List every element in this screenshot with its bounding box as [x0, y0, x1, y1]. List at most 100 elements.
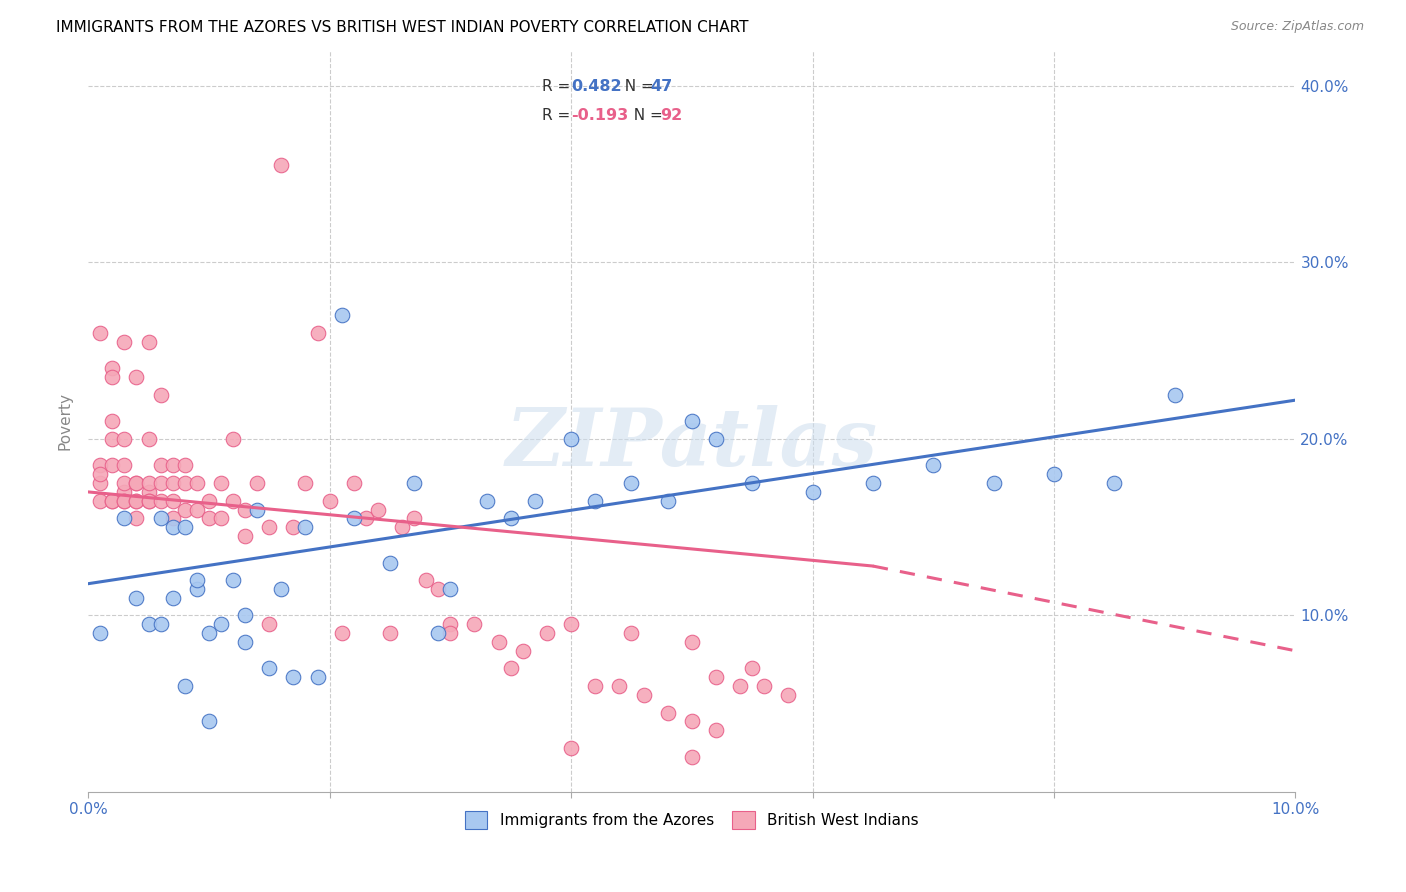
Text: N =: N =	[624, 109, 668, 123]
Point	[439, 626, 461, 640]
Point	[657, 706, 679, 720]
Point	[101, 493, 124, 508]
Text: Source: ZipAtlas.com: Source: ZipAtlas.com	[1230, 20, 1364, 33]
Point	[257, 617, 280, 632]
Point	[186, 573, 208, 587]
Point	[270, 158, 292, 172]
Point	[125, 476, 148, 491]
Point	[257, 520, 280, 534]
Point	[343, 476, 366, 491]
Point	[922, 458, 945, 473]
Point	[186, 582, 208, 596]
Point	[704, 670, 727, 684]
Text: 47: 47	[651, 78, 673, 94]
Legend: Immigrants from the Azores, British West Indians: Immigrants from the Azores, British West…	[457, 804, 927, 836]
Point	[101, 458, 124, 473]
Point	[149, 511, 172, 525]
Point	[378, 556, 401, 570]
Point	[173, 520, 195, 534]
Point	[681, 714, 703, 729]
Point	[378, 626, 401, 640]
Text: IMMIGRANTS FROM THE AZORES VS BRITISH WEST INDIAN POVERTY CORRELATION CHART: IMMIGRANTS FROM THE AZORES VS BRITISH WE…	[56, 20, 749, 35]
Point	[307, 326, 329, 340]
Point	[354, 511, 377, 525]
Point	[560, 740, 582, 755]
Point	[439, 617, 461, 632]
Point	[112, 493, 135, 508]
Point	[125, 511, 148, 525]
Point	[283, 520, 305, 534]
Point	[89, 476, 111, 491]
Point	[488, 635, 510, 649]
Point	[536, 626, 558, 640]
Point	[89, 458, 111, 473]
Point	[404, 511, 426, 525]
Point	[233, 502, 256, 516]
Point	[609, 679, 631, 693]
Point	[209, 511, 232, 525]
Point	[101, 432, 124, 446]
Point	[657, 493, 679, 508]
Point	[233, 529, 256, 543]
Point	[138, 493, 160, 508]
Point	[209, 617, 232, 632]
Point	[149, 493, 172, 508]
Point	[330, 309, 353, 323]
Point	[620, 476, 643, 491]
Point	[983, 476, 1005, 491]
Point	[583, 679, 606, 693]
Point	[149, 476, 172, 491]
Point	[89, 626, 111, 640]
Point	[754, 679, 776, 693]
Point	[162, 458, 184, 473]
Point	[270, 582, 292, 596]
Point	[330, 626, 353, 640]
Text: 92: 92	[661, 109, 683, 123]
Point	[198, 714, 221, 729]
Point	[149, 388, 172, 402]
Point	[138, 493, 160, 508]
Point	[257, 661, 280, 675]
Point	[209, 476, 232, 491]
Point	[523, 493, 546, 508]
Point	[741, 476, 763, 491]
Point	[112, 493, 135, 508]
Point	[112, 484, 135, 499]
Point	[125, 476, 148, 491]
Point	[343, 511, 366, 525]
Point	[620, 626, 643, 640]
Point	[1104, 476, 1126, 491]
Point	[89, 467, 111, 482]
Point	[681, 635, 703, 649]
Point	[704, 432, 727, 446]
Point	[633, 688, 655, 702]
Point	[101, 493, 124, 508]
Point	[294, 520, 316, 534]
Point	[162, 511, 184, 525]
Point	[89, 326, 111, 340]
Point	[125, 493, 148, 508]
Text: 0.482: 0.482	[571, 78, 621, 94]
Point	[101, 414, 124, 428]
Point	[198, 493, 221, 508]
Point	[149, 617, 172, 632]
Point	[112, 334, 135, 349]
Point	[101, 370, 124, 384]
Point	[173, 502, 195, 516]
Point	[162, 520, 184, 534]
Point	[475, 493, 498, 508]
Point	[138, 617, 160, 632]
Point	[415, 573, 437, 587]
Point	[162, 476, 184, 491]
Point	[186, 502, 208, 516]
Point	[294, 476, 316, 491]
Point	[233, 608, 256, 623]
Point	[112, 476, 135, 491]
Point	[222, 573, 245, 587]
Point	[463, 617, 485, 632]
Point	[512, 644, 534, 658]
Point	[367, 502, 389, 516]
Point	[173, 679, 195, 693]
Text: R =: R =	[543, 109, 575, 123]
Point	[173, 458, 195, 473]
